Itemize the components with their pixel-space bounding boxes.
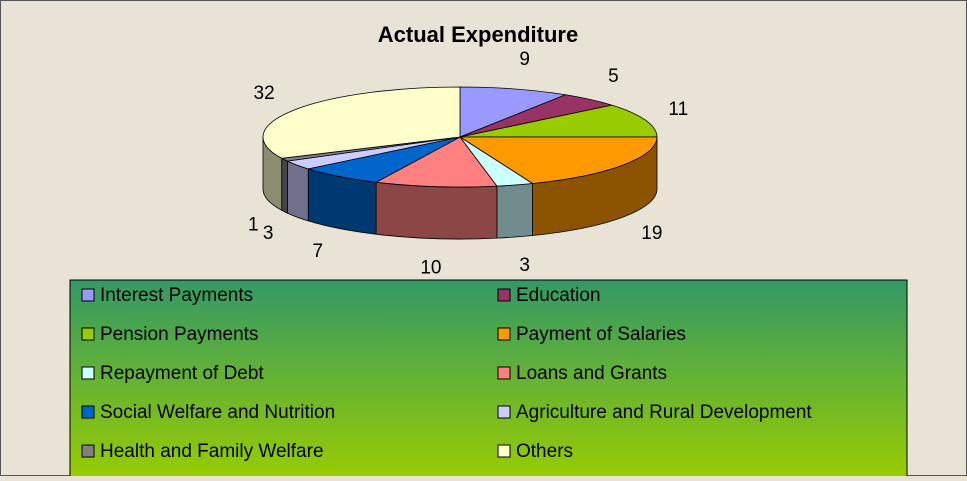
legend-swatch (497, 366, 511, 380)
legend-swatch (81, 405, 95, 419)
legend-label: Social Welfare and Nutrition (100, 402, 335, 423)
slice-side (281, 157, 288, 214)
slice (459, 104, 658, 138)
legend-label: Interest Payments (100, 285, 253, 306)
slice (459, 86, 568, 138)
slice (262, 86, 461, 159)
legend-swatch (81, 366, 95, 380)
legend-swatch (497, 327, 511, 341)
data-label: 3 (519, 255, 530, 276)
data-label: 7 (313, 241, 324, 262)
data-label: 19 (641, 223, 662, 244)
data-label: 5 (608, 66, 619, 87)
slice-side (375, 181, 498, 240)
legend-swatch (81, 327, 95, 341)
slice (374, 136, 498, 188)
data-label: 9 (519, 49, 530, 70)
legend-label: Loans and Grants (516, 363, 667, 384)
legend-label: Education (516, 285, 601, 306)
slice-side (496, 183, 533, 239)
data-label: 11 (668, 99, 688, 120)
slice-side (286, 160, 309, 222)
legend-swatch (497, 405, 511, 419)
data-label: 32 (254, 83, 275, 104)
slice (458, 136, 658, 184)
data-label: 3 (263, 223, 274, 244)
legend-swatch (81, 288, 95, 302)
legend-swatch (497, 444, 511, 458)
chart-title: Actual Expenditure (378, 22, 578, 47)
legend-swatch (81, 444, 95, 458)
data-label: 1 (248, 214, 259, 235)
legend-label: Health and Family Welfare (100, 441, 324, 462)
legend-label: Others (516, 441, 573, 462)
legend-label: Agriculture and Rural Development (516, 402, 812, 423)
legend-label: Repayment of Debt (100, 363, 264, 384)
legend-swatch (497, 288, 511, 302)
legend-label: Pension Payments (100, 324, 258, 345)
data-label: 10 (420, 257, 441, 278)
legend-box (69, 279, 908, 481)
legend-label: Payment of Salaries (516, 324, 686, 345)
